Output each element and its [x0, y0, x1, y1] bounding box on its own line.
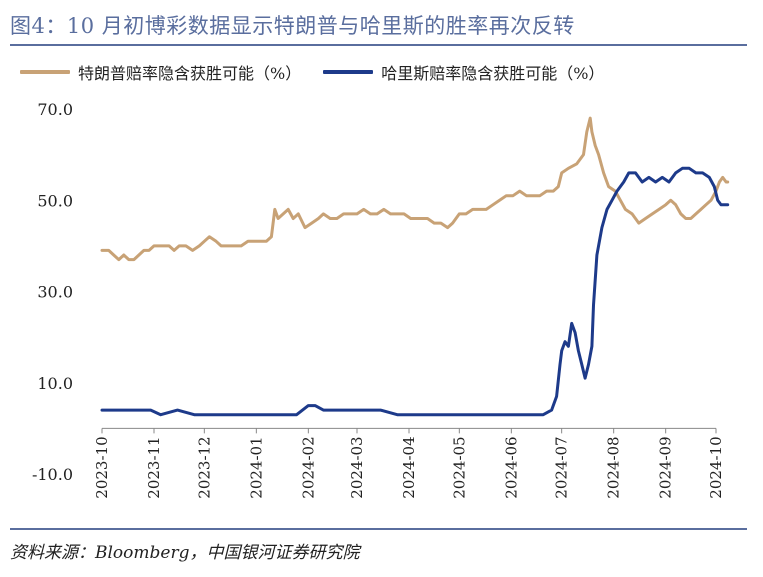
legend-label-harris: 哈里斯赔率隐含获胜可能（%） — [381, 64, 605, 83]
legend-swatch-trump — [20, 70, 70, 74]
y-tick-label: 50.0 — [37, 191, 73, 210]
x-tick-label: 2023-10 — [93, 436, 111, 498]
legend-label-trump: 特朗普赔率隐含获胜可能（%） — [78, 64, 302, 83]
x-tick-label: 2024-06 — [502, 436, 520, 498]
source-divider — [10, 528, 747, 530]
series-group — [100, 116, 730, 417]
y-axis-ticks: 70.0 50.0 30.0 10.0 -10.0 — [32, 100, 73, 484]
y-tick-label: 70.0 — [37, 100, 73, 119]
x-tick-label: 2024-04 — [400, 436, 418, 498]
chart-title: 图4：10 月初博彩数据显示特朗普与哈里斯的胜率再次反转 — [10, 14, 575, 38]
x-axis-ticks: 2023-10 2023-11 2023-12 2024-01 2024-02 2024-… — [93, 428, 725, 499]
series-line-harris — [100, 166, 730, 417]
y-tick-label: 10.0 — [37, 374, 73, 393]
x-tick-label: 2023-12 — [195, 436, 213, 498]
x-tick-label: 2024-03 — [348, 436, 366, 498]
chart-legend: 特朗普赔率隐含获胜可能（%） 哈里斯赔率隐含获胜可能（%） — [20, 60, 626, 84]
x-tick-label: 2024-01 — [247, 436, 265, 498]
series-line-trump — [100, 116, 730, 262]
y-tick-label: -10.0 — [32, 465, 73, 484]
x-tick-label: 2024-05 — [450, 436, 468, 498]
legend-item-harris: 哈里斯赔率隐含获胜可能（%） — [323, 60, 604, 84]
x-tick-label: 2024-02 — [299, 436, 317, 498]
legend-swatch-harris — [323, 70, 374, 74]
x-tick-label: 2024-07 — [553, 436, 571, 498]
title-divider — [10, 44, 747, 46]
source-note: 资料来源：Bloomberg，中国银河证券研究院 — [10, 543, 360, 563]
legend-item-trump: 特朗普赔率隐含获胜可能（%） — [20, 60, 301, 84]
y-tick-label: 30.0 — [37, 283, 73, 302]
x-tick-label: 2023-11 — [145, 436, 163, 498]
x-tick-label: 2024-10 — [707, 436, 725, 498]
x-tick-label: 2024-08 — [605, 436, 623, 498]
x-tick-label: 2024-09 — [657, 436, 675, 498]
